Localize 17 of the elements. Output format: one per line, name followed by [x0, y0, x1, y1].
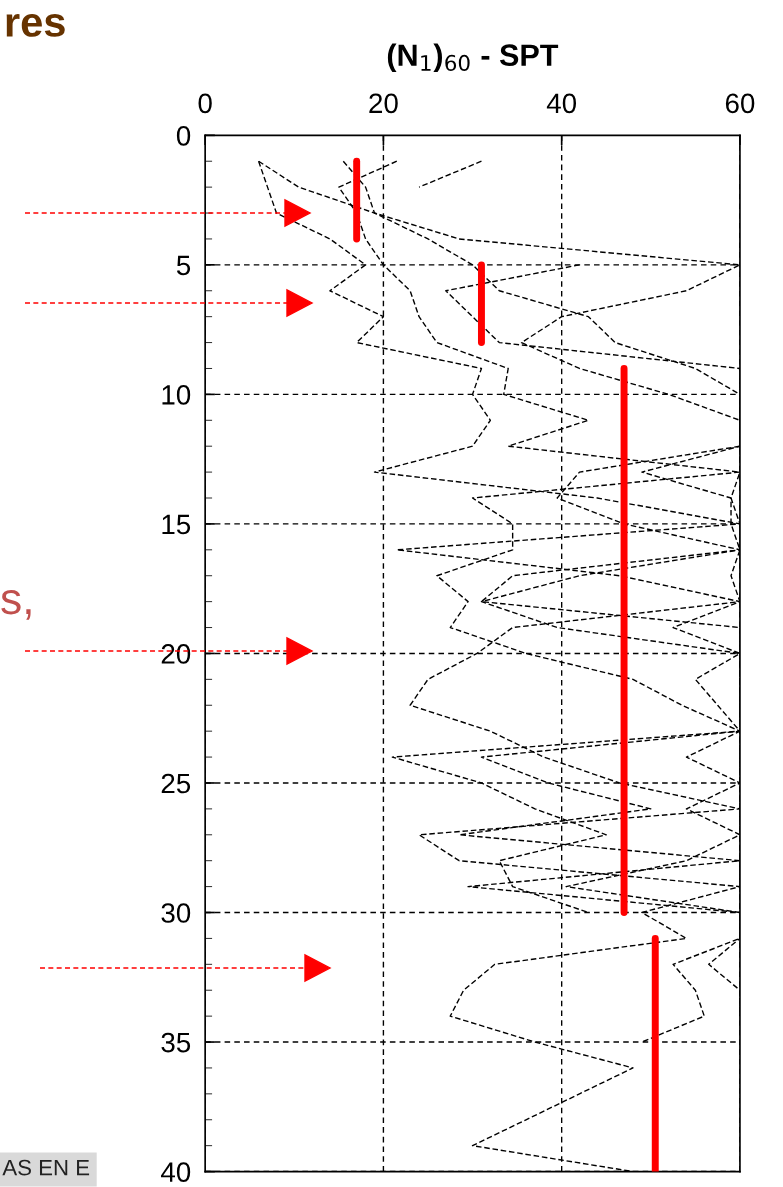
- y-tick-label: 5: [176, 255, 191, 276]
- y-tick-label: 25: [161, 773, 191, 794]
- y-tick-label: 40: [161, 1162, 191, 1182]
- text: AS EN E: [2, 1159, 90, 1176]
- y-tick-label: 10: [162, 385, 191, 405]
- y-tick-label: 20: [161, 644, 191, 664]
- chart-title: (N$_{1}$)$_{60}$ - SPT: [387, 43, 559, 73]
- y-tick-label: 15: [162, 514, 191, 535]
- y-tick-label: 35: [161, 1032, 191, 1053]
- y-tick-label: 30: [161, 903, 191, 923]
- x-tick-label: 60: [725, 93, 755, 114]
- x-tick-label: 0: [198, 93, 212, 114]
- x-tick-label: 20: [369, 93, 398, 114]
- x-tick-label: 40: [546, 93, 577, 114]
- text: s,: [1, 590, 31, 620]
- text: res: [6, 14, 65, 37]
- y-tick-label: 0: [176, 125, 191, 146]
